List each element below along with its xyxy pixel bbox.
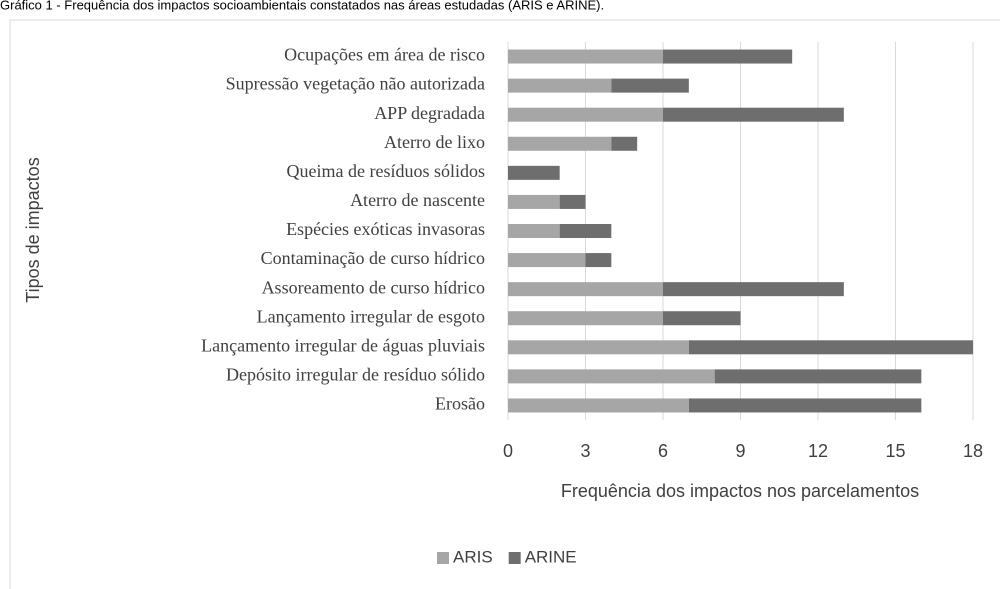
legend-swatch [508, 552, 521, 564]
bar-segment [508, 369, 715, 384]
y-tick-label: Supressão vegetação não autorizada [226, 74, 485, 94]
bar-segment [508, 398, 689, 413]
bar-segment [688, 398, 922, 413]
bar-segment [508, 253, 586, 268]
legend-swatch [437, 552, 449, 564]
bar-segment [663, 311, 741, 326]
bar-segment [688, 340, 973, 355]
y-tick-label: Ocupações em área de risco [284, 45, 485, 65]
x-tick-label: 9 [735, 441, 745, 461]
y-tick-label: APP degradada [374, 103, 485, 123]
y-tick-label: Assoreamento de curso hídrico [262, 277, 485, 297]
y-tick-label: Lançamento irregular de águas pluviais [201, 335, 485, 355]
x-tick-label: 0 [503, 441, 513, 461]
y-axis-label: Tipos de impactos [23, 157, 43, 302]
y-tick-label: Aterro de lixo [384, 132, 485, 152]
bar-segment [508, 224, 560, 238]
bar-segment [508, 165, 560, 180]
y-tick-label: Lançamento irregular de esgoto [257, 306, 485, 326]
bar-segment [611, 78, 689, 93]
bar-segment [663, 107, 844, 122]
chart-title: Gráfico 1 - Frequência dos impactos soci… [0, 0, 604, 12]
legend-label: ARIS [453, 547, 493, 566]
chart-frame [9, 19, 1000, 589]
bar-segment [508, 49, 663, 64]
x-tick-label: 12 [808, 441, 828, 461]
bar-segment [508, 107, 663, 122]
y-tick-label: Aterro de nascente [350, 190, 485, 210]
bar-segment [508, 340, 689, 355]
x-tick-label: 15 [885, 441, 905, 461]
bar-segment [559, 194, 586, 209]
x-tick-label: 6 [658, 441, 668, 461]
bar-segment [611, 136, 638, 151]
x-tick-label: 3 [580, 441, 590, 461]
bar-segment [508, 282, 663, 297]
y-tick-label: Depósito irregular de resíduo sólido [226, 365, 485, 385]
bar-segment [508, 136, 612, 151]
y-tick-label: Espécies exóticas invasoras [286, 219, 485, 239]
x-tick-label: 18 [963, 441, 983, 461]
y-tick-label: Queima de resíduos sólidos [287, 161, 485, 181]
bar-segment [508, 78, 612, 93]
x-axis-label: Frequência dos impactos nos parcelamento… [561, 481, 919, 501]
bar-segment [663, 282, 844, 297]
y-tick-label: Contaminação de curso hídrico [261, 248, 485, 268]
y-tick-label: Erosão [435, 394, 485, 414]
bar-segment [508, 311, 663, 326]
bar-segment [508, 194, 560, 209]
bar-segment [714, 369, 922, 384]
bar-segment [663, 49, 793, 64]
bar-segment [585, 253, 612, 268]
bar-segment [559, 224, 612, 238]
legend-label: ARINE [525, 547, 577, 566]
